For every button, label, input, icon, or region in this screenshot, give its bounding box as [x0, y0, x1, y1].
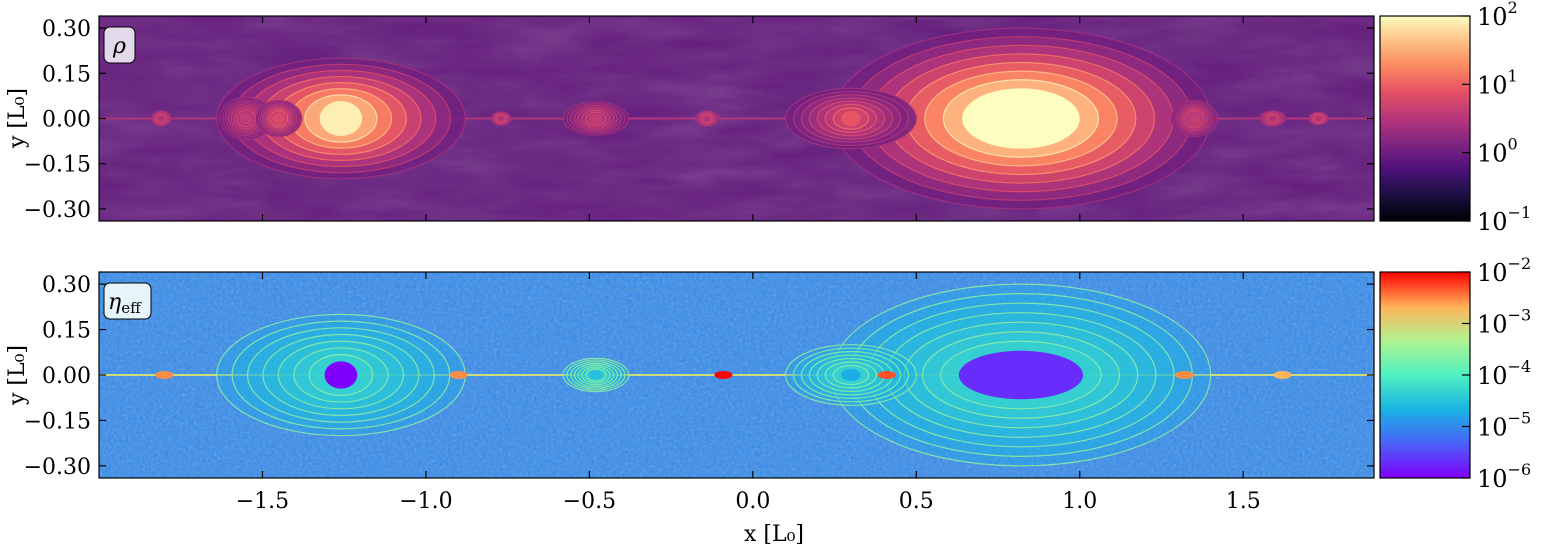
y-tick-label: 0.00 [42, 364, 91, 389]
density-panel-label: ρ [112, 34, 126, 59]
plasmoid-core-11 [1315, 115, 1322, 122]
colorbar-tick-label: 100 [1477, 135, 1518, 168]
y-tick-label: −0.15 [24, 153, 91, 178]
plasmoid-core-8 [703, 115, 711, 122]
plasmoid-core-3 [239, 112, 253, 125]
resistivity-field [99, 272, 1374, 478]
x-tick-label: 0.0 [735, 489, 770, 514]
density-field [99, 16, 1374, 221]
x-tick-label: −0.5 [563, 489, 616, 514]
hotspot-5 [1273, 371, 1292, 379]
plasmoid-core-1 [962, 88, 1080, 149]
y-tick-label: −0.30 [24, 198, 91, 223]
density-colorbar [1380, 16, 1470, 221]
y-tick-label: 0.00 [42, 108, 91, 133]
y-tick-label: 0.15 [42, 62, 91, 87]
plasmoid-core-2 [841, 368, 861, 382]
resistivity-panel-label: η [108, 290, 121, 315]
density-y-axis-label: y [L₀] [5, 88, 30, 149]
plasmoid-core-4 [272, 112, 286, 125]
plasmoid-1 [830, 27, 1212, 210]
plasmoid-11 [1308, 111, 1329, 126]
resistivity-x-axis-label: x [L₀] [744, 522, 804, 547]
colorbar-tick-label: 10−3 [1477, 306, 1531, 339]
plasmoid-2 [784, 344, 917, 406]
colorbar-tick-label: 10−1 [1477, 203, 1531, 236]
x-tick-label: 1.0 [1062, 489, 1097, 514]
plasmoid-2 [784, 87, 917, 150]
plasmoid-0 [216, 313, 466, 437]
resistivity-panel-label-sub: eff [121, 299, 142, 317]
plasmoid-8 [695, 110, 720, 127]
resistivity-panel: 0.30 0.15 0.00 −0.15 −0.30 −1.5 −1.0 −0.5 0.0 0.… [5, 254, 1531, 547]
plasmoid-5 [562, 101, 630, 136]
plasmoid-core-1 [958, 350, 1084, 400]
hotspot-2 [155, 371, 174, 379]
plasmoid-0 [216, 57, 466, 180]
plasmoid-3 [562, 357, 630, 393]
plasmoid-10 [1258, 110, 1287, 127]
plasmoid-core-0 [319, 101, 363, 136]
hotspot-0 [714, 371, 733, 379]
resistivity-colorbar-ticks: 10−2 10−3 10−4 10−5 10−6 [1462, 254, 1531, 493]
plasmoid-core-10 [1269, 115, 1276, 122]
resistivity-x-axis: −1.5 −1.0 −0.5 0.0 0.5 1.0 1.5 [236, 272, 1261, 514]
plasmoid-1 [830, 283, 1212, 467]
resistivity-colorbar [1380, 272, 1470, 478]
plasmoid-core-3 [589, 370, 603, 380]
density-colorbar-ticks: 102 101 100 10−1 [1462, 0, 1531, 236]
plasmoid-9 [1170, 99, 1218, 138]
colorbar-tick-label: 10−2 [1477, 254, 1531, 287]
x-tick-label: 1.5 [1226, 489, 1261, 514]
density-panel: 0.300.150.00−0.15−0.30 y [L₀] ρ 10210110… [5, 0, 1531, 236]
y-tick-label: −0.30 [24, 455, 91, 480]
plasmoid-3 [219, 96, 273, 141]
plasmoid-4 [255, 99, 303, 138]
hotspot-3 [449, 371, 468, 379]
resistivity-y-axis-label: y [L₀] [5, 345, 30, 406]
resistivity-y-axis: 0.30 0.15 0.00 −0.15 −0.30 [24, 273, 1374, 480]
plasmoid-6 [150, 110, 172, 127]
colorbar-tick-label: 101 [1477, 66, 1518, 99]
plasmoid-core-5 [589, 113, 603, 124]
y-tick-label: 0.15 [42, 319, 91, 344]
svg-text:ηeff: ηeff [108, 290, 142, 317]
plasmoid-core-0 [324, 361, 358, 389]
plasmoid-core-9 [1187, 112, 1201, 125]
colorbar-tick-label: 102 [1477, 0, 1518, 31]
hotspot-1 [877, 371, 896, 379]
plasmoid-core-7 [497, 115, 505, 122]
y-tick-label: 0.30 [42, 273, 91, 298]
resistivity-panel-badge: ηeff [103, 282, 152, 320]
x-tick-label: 0.5 [899, 489, 934, 514]
plasmoid-core-6 [157, 115, 165, 122]
x-tick-label: −1.0 [399, 489, 452, 514]
y-tick-label: −0.15 [24, 409, 91, 434]
hotspot-4 [1175, 371, 1194, 379]
y-tick-label: 0.30 [42, 17, 91, 42]
density-x-ticks [261, 16, 1244, 221]
density-colorbar-frame [1379, 15, 1471, 222]
x-tick-label: −1.5 [236, 489, 289, 514]
plasmoid-core-2 [841, 110, 861, 127]
colorbar-tick-label: 10−5 [1477, 409, 1531, 442]
colorbar-tick-label: 10−6 [1477, 460, 1531, 493]
colorbar-tick-label: 10−4 [1477, 357, 1531, 390]
plasmoid-7 [490, 111, 512, 126]
density-y-axis: 0.30 0.15 0.00 −0.15 −0.30 [24, 17, 1374, 223]
density-panel-badge: ρ [103, 26, 136, 64]
